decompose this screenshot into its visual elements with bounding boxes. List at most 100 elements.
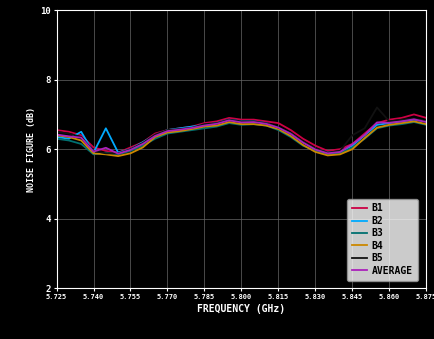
B5 [411,117,416,121]
B1 [337,147,342,151]
B4 [226,120,231,124]
B2 [361,133,366,137]
AVERAGE [79,136,84,140]
AVERAGE [398,119,403,123]
B1 [140,140,145,144]
B4 [423,122,428,126]
B2 [54,135,59,139]
B1 [361,132,366,136]
B2 [398,119,403,123]
B1 [54,128,59,132]
B3 [226,121,231,125]
B4 [189,127,194,131]
AVERAGE [374,120,379,124]
B1 [115,151,121,155]
B2 [386,121,391,125]
B4 [54,133,59,137]
B4 [238,122,243,126]
AVERAGE [300,141,305,145]
B1 [128,145,133,149]
AVERAGE [140,142,145,146]
B5 [54,130,59,134]
B5 [91,149,96,153]
B4 [152,135,158,139]
B3 [374,126,379,131]
B2 [324,151,329,155]
B1 [423,116,428,120]
B1 [66,130,71,134]
AVERAGE [312,147,317,152]
B1 [398,116,403,120]
B3 [177,130,182,134]
Line: AVERAGE: AVERAGE [56,119,425,154]
B1 [386,118,391,122]
B5 [398,118,403,122]
Y-axis label: NOISE FIGURE (dB): NOISE FIGURE (dB) [27,107,36,192]
B4 [398,121,403,125]
B4 [250,122,256,126]
B3 [361,137,366,141]
B5 [115,151,121,155]
B4 [287,134,293,138]
B2 [374,123,379,127]
B2 [164,128,170,132]
B4 [66,135,71,139]
B2 [349,144,354,148]
B2 [128,147,133,151]
B4 [115,154,121,158]
B3 [91,152,96,156]
AVERAGE [226,118,231,122]
B1 [152,132,158,136]
B4 [337,152,342,156]
Line: B5: B5 [56,107,425,153]
AVERAGE [189,126,194,130]
B2 [214,121,219,125]
B2 [201,123,207,127]
B2 [103,126,108,131]
B5 [238,119,243,123]
B5 [287,132,293,136]
B1 [91,145,96,149]
B5 [189,125,194,129]
B2 [275,126,280,131]
B1 [287,128,293,132]
B4 [164,131,170,135]
B2 [79,130,84,134]
B3 [201,126,207,131]
B3 [324,152,329,156]
B5 [214,121,219,125]
B4 [275,127,280,131]
AVERAGE [263,122,268,126]
B5 [128,147,133,151]
B5 [152,133,158,137]
B2 [66,137,71,141]
B5 [337,149,342,153]
B4 [91,151,96,155]
Line: B3: B3 [56,122,425,154]
B4 [128,151,133,155]
B4 [374,125,379,129]
AVERAGE [115,152,121,156]
B1 [349,142,354,146]
B5 [275,125,280,129]
B3 [140,144,145,148]
B4 [214,123,219,127]
B5 [324,151,329,155]
B1 [226,116,231,120]
B3 [337,151,342,155]
AVERAGE [423,120,428,124]
B4 [103,152,108,156]
B2 [423,119,428,123]
B3 [189,128,194,132]
B4 [79,138,84,142]
B3 [66,138,71,142]
B5 [177,127,182,131]
B5 [312,146,317,151]
B4 [349,147,354,151]
B3 [349,145,354,149]
B2 [287,132,293,136]
B2 [250,119,256,123]
AVERAGE [164,129,170,133]
Legend: B1, B2, B3, B4, B5, AVERAGE: B1, B2, B3, B4, B5, AVERAGE [347,199,417,280]
AVERAGE [214,122,219,126]
